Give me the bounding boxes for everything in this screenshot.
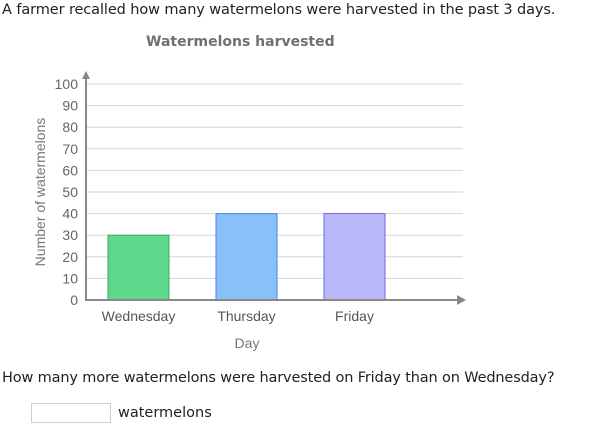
x-tick-label: Thursday	[217, 308, 275, 324]
answer-unit-label: watermelons	[118, 405, 212, 421]
y-tick-label: 70	[62, 141, 78, 157]
y-tick-label: 90	[62, 98, 78, 114]
bar-wednesday	[107, 234, 170, 301]
x-axis-label: Day	[235, 335, 260, 351]
y-tick-label: 80	[62, 119, 78, 135]
bar-thursday	[215, 213, 278, 301]
answer-input[interactable]	[31, 403, 111, 423]
y-tick-label: 10	[62, 270, 78, 286]
y-axis-label: Number of watermelons	[32, 118, 48, 267]
x-axis-arrow-icon	[457, 295, 466, 305]
chart-title: Watermelons harvested	[146, 34, 335, 50]
y-tick-label: 100	[55, 76, 79, 92]
y-tick-label: 60	[62, 162, 78, 178]
y-tick-label: 20	[62, 249, 78, 265]
answer-row: watermelons	[31, 402, 212, 424]
bar-friday	[323, 213, 386, 301]
y-axis-arrow-icon	[82, 71, 90, 79]
bar-chart: 0 10 20 30 40 50 60 70 80 90 100 Wednesday Thursday F…	[32, 71, 466, 351]
y-tick-label: 40	[62, 206, 78, 222]
problem-intro: A farmer recalled how many watermelons w…	[2, 2, 556, 18]
y-tick-label: 50	[62, 184, 78, 200]
x-tick-label: Wednesday	[102, 308, 176, 324]
y-tick-label: 0	[70, 292, 78, 308]
question-text: How many more watermelons were harvested…	[2, 370, 555, 386]
y-tick-label: 30	[62, 227, 78, 243]
x-tick-label: Friday	[335, 308, 374, 324]
